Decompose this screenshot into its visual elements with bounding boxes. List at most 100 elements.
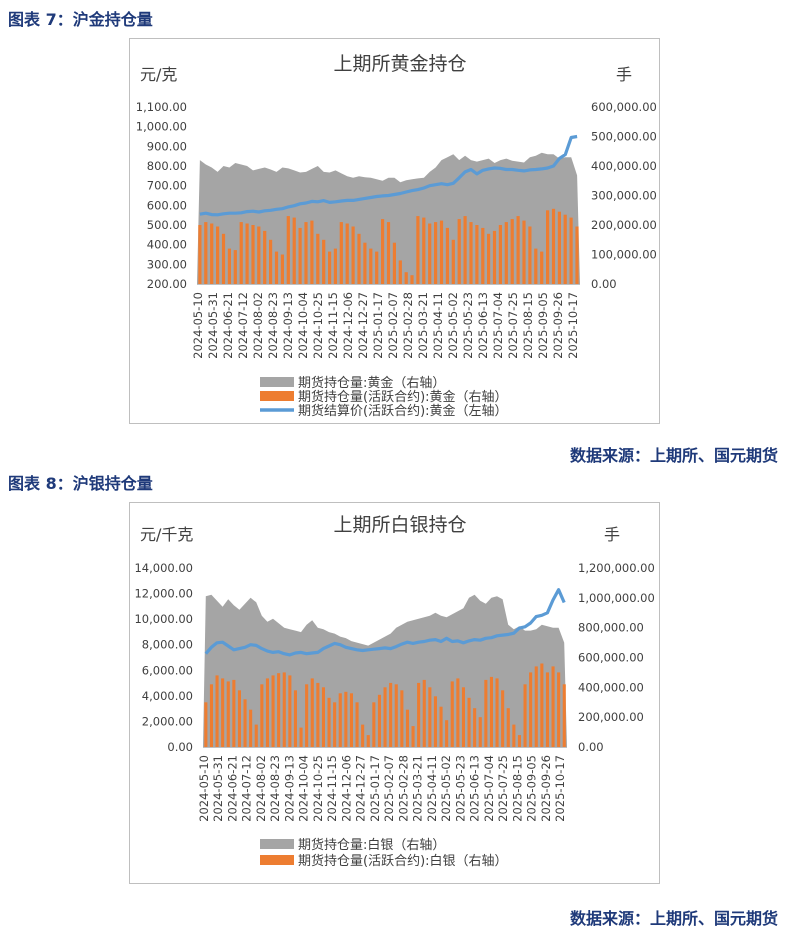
active-contract-bar	[257, 226, 261, 284]
active-contract-bar	[383, 687, 387, 747]
active-contract-bar	[510, 219, 514, 284]
x-tick-label: 2025-03-21	[411, 755, 425, 822]
active-contract-bar	[204, 222, 208, 284]
x-tick-label: 2025-08-15	[521, 292, 535, 359]
active-contract-bar	[286, 216, 290, 284]
active-contract-bar	[282, 672, 286, 747]
right-tick-label: 1,000,000.00	[578, 591, 655, 605]
active-contract-bar	[227, 248, 231, 284]
x-tick-label: 2025-04-11	[431, 292, 445, 359]
x-tick-label: 2024-11-15	[326, 292, 340, 359]
active-contract-bar	[274, 251, 279, 284]
active-contract-bar	[451, 239, 455, 285]
figure-7-source: 数据来源：上期所、国元期货	[569, 446, 778, 465]
figure-8-title: 图表 8：沪银持仓量	[8, 474, 153, 493]
left-tick-label: 300.00	[147, 257, 187, 271]
active-contract-bar	[484, 679, 488, 747]
active-contract-bar	[512, 724, 516, 747]
legend-label: 期货持仓量(活跃合约):黄金（右轴）	[298, 389, 508, 405]
x-tick-label: 2024-12-06	[341, 292, 355, 359]
active-contract-bar	[355, 702, 359, 748]
x-tick-label: 2025-06-13	[476, 292, 490, 359]
active-contract-bar	[239, 222, 243, 284]
active-contract-bar	[516, 216, 520, 284]
right-tick-label: 0.00	[578, 740, 604, 754]
x-tick-label: 2024-10-25	[311, 292, 325, 359]
active-contract-bar	[389, 682, 393, 747]
x-tick-label: 2025-05-02	[439, 755, 453, 822]
left-tick-label: 6,000.00	[142, 663, 193, 677]
active-contract-bar	[551, 208, 556, 284]
right-axis-unit: 手	[616, 65, 632, 84]
left-tick-label: 2,000.00	[142, 714, 193, 728]
active-contract-bar	[422, 679, 426, 747]
active-contract-bar	[551, 666, 555, 747]
active-contract-bar	[328, 251, 332, 284]
active-contract-bar	[492, 230, 497, 284]
right-tick-label: 300,000.00	[591, 189, 657, 203]
x-tick-label: 2025-01-17	[368, 755, 382, 822]
active-contract-bar	[411, 726, 415, 747]
x-tick-label: 2024-11-15	[325, 755, 339, 822]
right-tick-label: 0.00	[591, 277, 617, 291]
legend-swatch	[260, 391, 294, 401]
left-tick-label: 4,000.00	[142, 689, 193, 703]
active-contract-bar	[439, 220, 444, 284]
active-contract-bar	[422, 217, 426, 284]
left-tick-label: 700.00	[147, 179, 187, 193]
left-tick-label: 200.00	[147, 277, 187, 291]
x-tick-label: 2024-10-25	[311, 755, 325, 822]
active-contract-bar	[265, 678, 269, 747]
active-contract-bar	[280, 254, 284, 284]
active-contract-bar	[528, 226, 532, 284]
active-contract-bar	[557, 672, 561, 747]
active-contract-bar	[469, 222, 473, 284]
active-contract-bar	[349, 693, 353, 747]
right-tick-label: 1,200,000.00	[578, 561, 655, 575]
active-contract-bar	[540, 251, 544, 284]
active-contract-bar	[369, 248, 373, 284]
x-tick-label: 2025-09-26	[551, 292, 565, 359]
x-tick-label: 2024-09-13	[281, 292, 295, 359]
active-contract-bar	[467, 697, 471, 747]
x-tick-label: 2024-10-04	[296, 292, 310, 359]
active-contract-bar	[375, 251, 379, 284]
active-contract-bar	[557, 211, 561, 284]
active-contract-bar	[445, 227, 449, 284]
settlement-price-line	[199, 134, 578, 217]
active-contract-bar	[404, 272, 408, 284]
active-contract-bar	[310, 678, 314, 747]
active-contract-bar	[288, 675, 292, 747]
active-contract-bar	[445, 720, 449, 747]
active-contract-bar	[562, 684, 566, 747]
active-contract-bar	[575, 226, 579, 284]
x-tick-label: 2024-07-12	[236, 292, 250, 359]
active-contract-bar	[245, 223, 249, 284]
active-contract-bar	[534, 666, 538, 747]
active-contract-bar	[400, 690, 404, 747]
active-contract-bar	[292, 217, 296, 284]
x-tick-label: 2024-05-31	[206, 292, 220, 359]
active-contract-bar	[461, 687, 465, 747]
left-tick-label: 800.00	[147, 159, 187, 173]
x-tick-label: 2025-02-07	[382, 755, 396, 822]
active-contract-bar	[269, 239, 273, 285]
right-tick-label: 600,000.00	[578, 651, 644, 665]
left-tick-label: 900.00	[147, 139, 187, 153]
active-contract-bar	[394, 684, 398, 747]
active-contract-bar	[232, 679, 236, 747]
x-tick-label: 2025-05-23	[453, 755, 467, 822]
left-axis-unit: 元/千克	[140, 525, 193, 544]
left-tick-label: 0.00	[167, 740, 193, 754]
x-tick-label: 2025-07-04	[482, 755, 496, 822]
active-contract-bar	[529, 672, 533, 747]
left-tick-label: 1,100.00	[136, 100, 187, 114]
active-contract-bar	[416, 216, 420, 284]
active-contract-bar	[316, 682, 320, 747]
chart-title: 上期所白银持仓	[333, 514, 466, 536]
active-contract-bar	[305, 684, 309, 747]
active-contract-bar	[498, 225, 502, 284]
x-tick-label: 2024-10-04	[297, 755, 311, 822]
active-contract-bar	[428, 687, 432, 747]
